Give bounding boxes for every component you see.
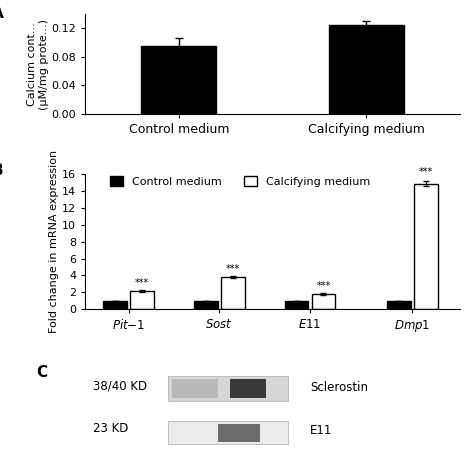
Text: 38/40 KD: 38/40 KD (93, 379, 147, 392)
Text: C: C (36, 365, 48, 380)
Y-axis label: Fold change in mRNA expression: Fold change in mRNA expression (49, 150, 59, 333)
Bar (194, 301, 218, 310)
Bar (130, 291, 154, 310)
Text: ***: *** (419, 167, 433, 177)
Bar (328, 25, 403, 114)
Text: A: A (0, 6, 3, 21)
Bar (414, 184, 438, 310)
Bar (168, 421, 288, 445)
Text: B: B (0, 163, 3, 178)
Text: E11: E11 (310, 424, 332, 438)
Legend: Control medium, Calcifying medium: Control medium, Calcifying medium (109, 176, 370, 187)
Bar (221, 277, 245, 310)
Text: ***: *** (135, 278, 149, 288)
Text: Sclerostin: Sclerostin (310, 381, 368, 394)
Bar (218, 424, 260, 442)
Text: 23 KD: 23 KD (93, 421, 128, 435)
Text: ***: *** (226, 264, 240, 274)
Bar (285, 301, 309, 310)
Y-axis label: Calcium cont...
(μM/mg prote...): Calcium cont... (μM/mg prote...) (27, 18, 49, 109)
Bar (141, 46, 216, 114)
Bar (173, 379, 218, 398)
Bar (387, 301, 411, 310)
Text: ***: *** (316, 281, 330, 291)
Bar (103, 301, 127, 310)
Bar (168, 375, 288, 401)
Bar (230, 379, 266, 398)
Bar (311, 294, 335, 310)
